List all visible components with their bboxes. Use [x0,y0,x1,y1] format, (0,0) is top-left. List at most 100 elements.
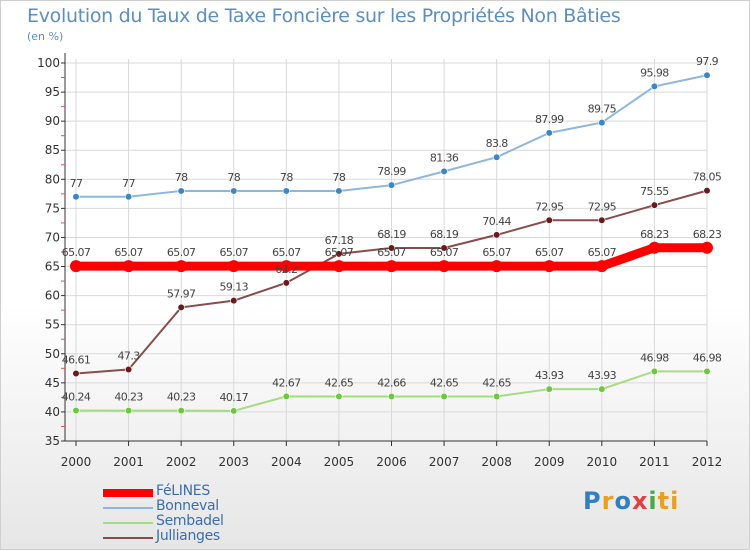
data-point [545,216,553,224]
data-label: 83.8 [486,137,509,150]
data-point [650,367,659,375]
data-point [493,392,501,401]
data-label: 70.44 [482,215,511,228]
data-point [332,260,345,273]
data-label: 42.66 [377,376,406,389]
y-tick-label: 95 [45,85,60,99]
y-tick-label: 40 [45,405,60,419]
series-félines [70,241,713,273]
legend-label: Bonneval [156,498,219,514]
data-point [545,129,553,137]
data-label: 59.13 [220,281,249,294]
x-tick-label: 2009 [534,455,565,469]
data-label: 47.3 [118,349,141,362]
data-label: 81.36 [430,151,459,164]
data-label: 68.19 [377,228,406,241]
x-tick-label: 2003 [218,455,249,469]
data-label: 43.93 [535,369,564,382]
data-label: 65.07 [482,246,511,259]
series-bonneval [72,71,711,201]
data-point [648,241,661,254]
data-point [387,181,396,189]
axes: 35 40 45 50 55 60 65 70 75 80 85 90 95 100 2000 2001 200… [37,53,722,469]
data-point [282,392,290,400]
data-point [703,187,711,195]
data-label: 72.95 [588,200,617,213]
data-point [230,187,238,195]
y-tick-label: 90 [45,114,60,128]
data-point [335,187,343,195]
data-point [335,392,343,401]
data-label: 87.99 [535,113,564,126]
data-point [124,365,133,374]
legend-swatch [103,489,153,497]
data-point [227,260,240,273]
series-layer [70,71,713,415]
legend-label: Jullianges [156,528,220,544]
data-label: 46.98 [693,351,722,364]
data-point [703,367,711,375]
data-label: 77 [70,177,83,190]
data-label: 68.23 [640,228,669,241]
data-label: 42.67 [272,376,301,389]
data-label: 97.9 [696,55,719,68]
data-point [124,406,133,415]
y-tick-label: 70 [45,230,60,244]
x-tick-label: 2008 [481,455,512,469]
x-tick-label: 2012 [692,455,723,469]
data-point [598,385,606,393]
series-sembadel [72,367,711,415]
y-tick-label: 55 [45,318,60,332]
data-point [493,231,501,239]
data-point [177,303,185,312]
data-label: 68.23 [693,228,722,241]
data-point [650,201,659,209]
data-point [72,406,80,415]
legend-swatch [103,507,153,509]
data-label: 65.07 [272,246,301,259]
proxiti-logo: Proxiti [583,487,680,515]
data-label: 78 [333,171,346,184]
data-label: 57.97 [167,287,196,300]
data-point [545,385,553,393]
data-point [175,260,188,273]
chart-title: Evolution du Taux de Taxe Foncière sur l… [27,5,621,27]
data-label: 65.07 [430,246,459,259]
data-label: 40.23 [114,391,143,404]
y-axis-unit-label: (en %) [27,30,64,43]
data-point [387,244,396,252]
legend-swatch [103,537,153,539]
data-point [598,119,606,127]
y-tick-label: 80 [45,172,60,186]
data-label: 42.65 [482,377,511,390]
data-point [70,260,82,273]
data-point [230,407,238,415]
data-label: 40.17 [220,391,249,404]
data-point [595,260,608,273]
data-point [282,187,290,195]
data-label: 43.93 [588,369,617,382]
data-label: 75.55 [640,185,669,198]
data-label: 72.95 [535,200,564,213]
data-label: 46.61 [62,353,91,366]
y-tick-label: 75 [45,201,60,215]
legend-swatch [103,522,153,524]
data-label: 65.07 [325,246,354,259]
y-tick-label: 35 [45,434,60,448]
data-point [440,392,448,401]
data-label: 65.07 [114,246,143,259]
data-label: 67.18 [325,234,354,247]
data-point [72,369,80,378]
x-tick-label: 2005 [324,455,355,469]
x-tick-label: 2007 [429,455,460,469]
data-label: 65.07 [535,246,564,259]
data-point [122,260,135,273]
y-tick-label: 85 [45,143,60,157]
data-label: 46.98 [640,351,669,364]
data-point [230,297,238,305]
data-point [177,187,185,195]
data-point [387,392,396,401]
x-tick-label: 2010 [587,455,618,469]
